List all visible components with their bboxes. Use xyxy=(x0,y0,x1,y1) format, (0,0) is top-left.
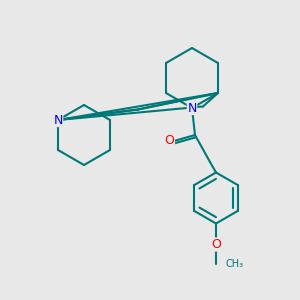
Text: N: N xyxy=(187,101,197,115)
Text: N: N xyxy=(53,113,63,127)
Text: O: O xyxy=(211,238,221,251)
Text: O: O xyxy=(165,134,174,148)
Text: CH₃: CH₃ xyxy=(225,259,243,269)
